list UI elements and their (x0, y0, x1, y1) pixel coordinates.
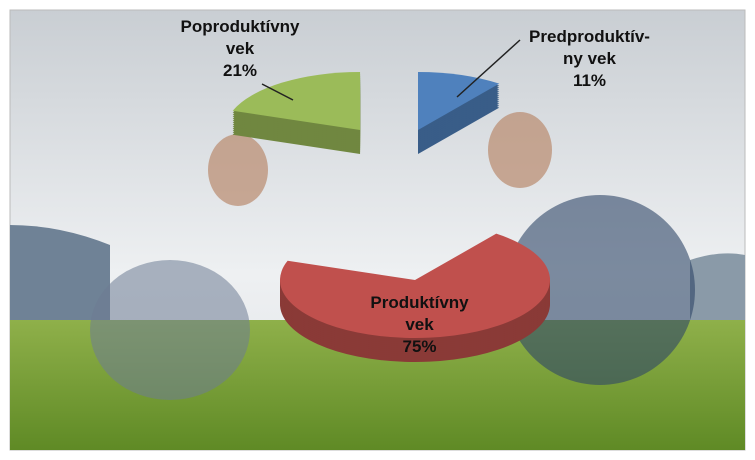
background-person (90, 260, 250, 400)
leader-line (261, 83, 294, 101)
slice (232, 72, 361, 130)
label-value: 75% (402, 337, 437, 356)
background-hill (690, 253, 745, 330)
data-label: Predproduktív-ny vek 11% (522, 26, 657, 92)
label-value: 21% (222, 61, 258, 80)
background-hill (10, 225, 110, 330)
pie (232, 72, 550, 363)
label-category: Produktívny vek (370, 293, 469, 334)
background-person (505, 195, 695, 385)
background-person (208, 134, 268, 206)
label-value: 11% (572, 71, 607, 90)
background-person (488, 112, 552, 188)
slice (418, 72, 500, 130)
data-label: Poproduktívny vek 21% (170, 16, 310, 82)
slice (280, 233, 550, 339)
leader-line (456, 39, 521, 98)
data-label: Produktívny vek 75% (362, 292, 477, 358)
label-category: Predproduktív-ny vek (529, 27, 650, 68)
label-category: Poproduktívny vek (180, 17, 300, 58)
